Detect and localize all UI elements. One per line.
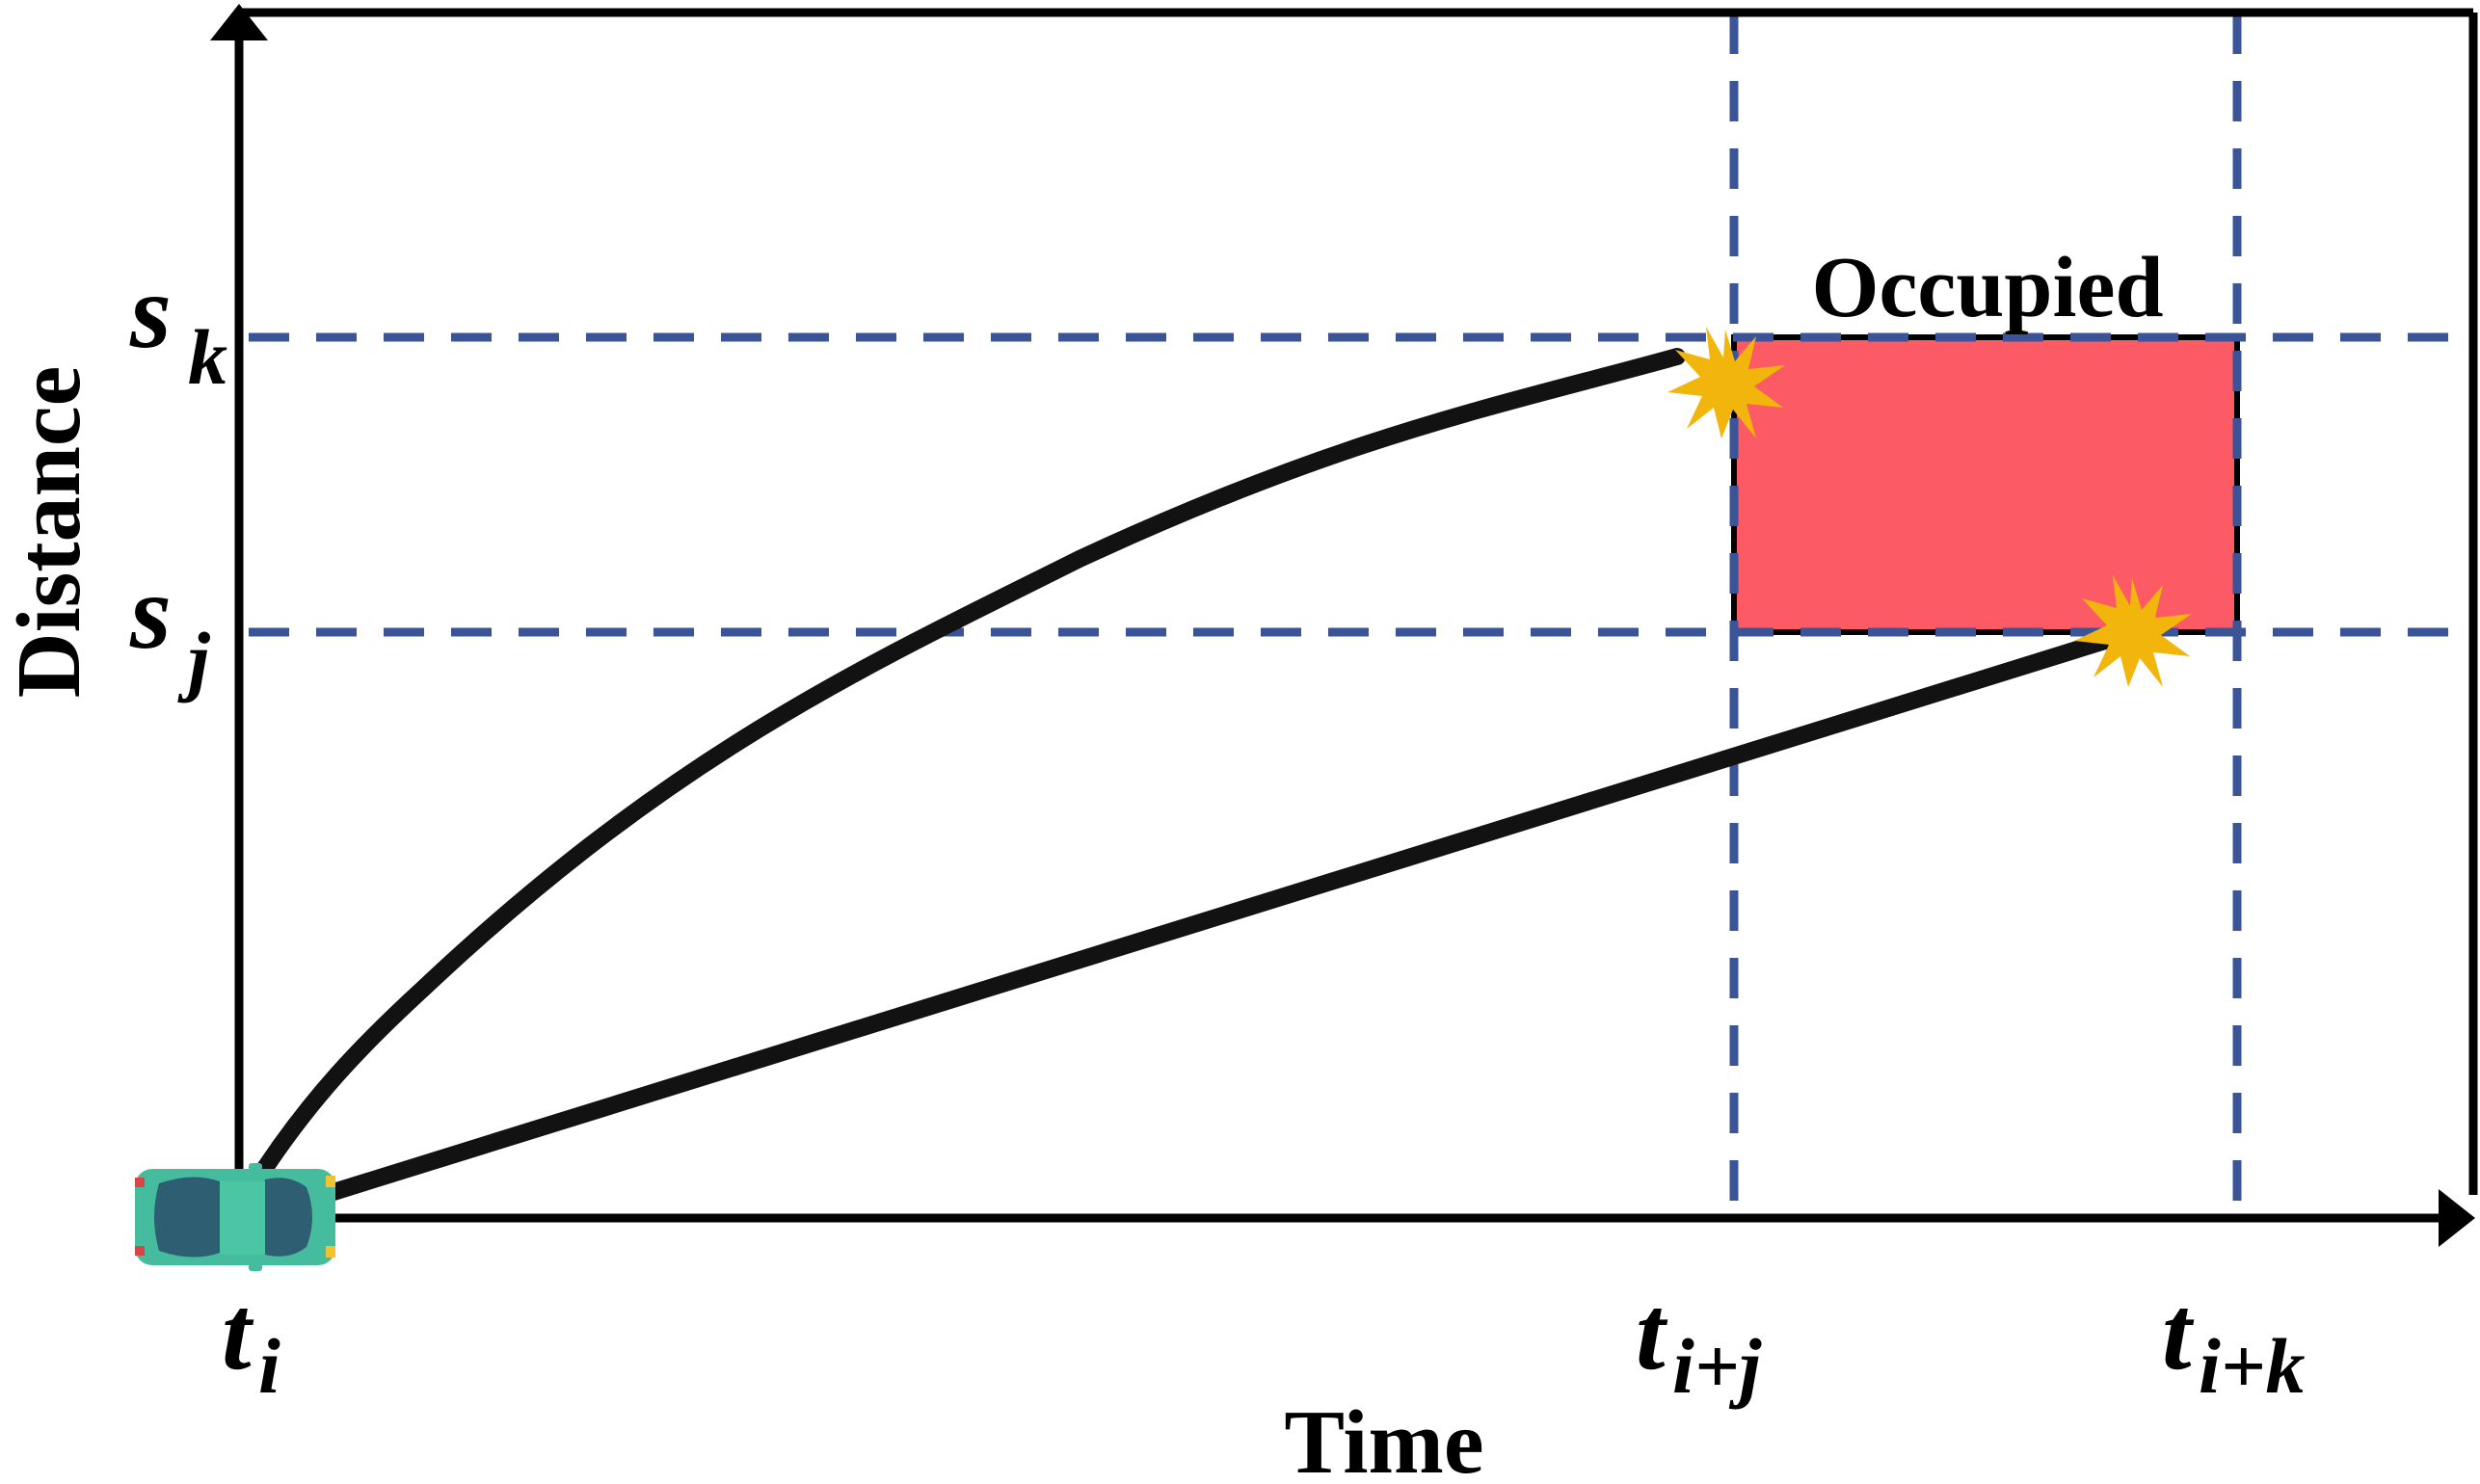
collision-burst-icon <box>2074 575 2192 687</box>
occupied-region <box>1731 334 2240 635</box>
car-icon <box>135 1163 335 1271</box>
t-i-label: ti <box>222 1274 280 1410</box>
trajectory-line <box>309 627 2129 1206</box>
collision-burst-icon <box>1667 327 1785 438</box>
occupied-label: Occupied <box>1811 240 2163 335</box>
t-ik-label: ti+k <box>2162 1274 2306 1410</box>
trajectory-curve <box>244 348 1686 1196</box>
y-axis-label: Distance <box>0 366 99 699</box>
t-ij-label: ti+j <box>1636 1274 1763 1410</box>
axes <box>234 8 2478 1223</box>
x-axis-label: Time <box>1284 1392 1483 1484</box>
y-axis-arrowhead <box>210 4 268 40</box>
x-axis-arrowhead <box>2439 1189 2475 1247</box>
